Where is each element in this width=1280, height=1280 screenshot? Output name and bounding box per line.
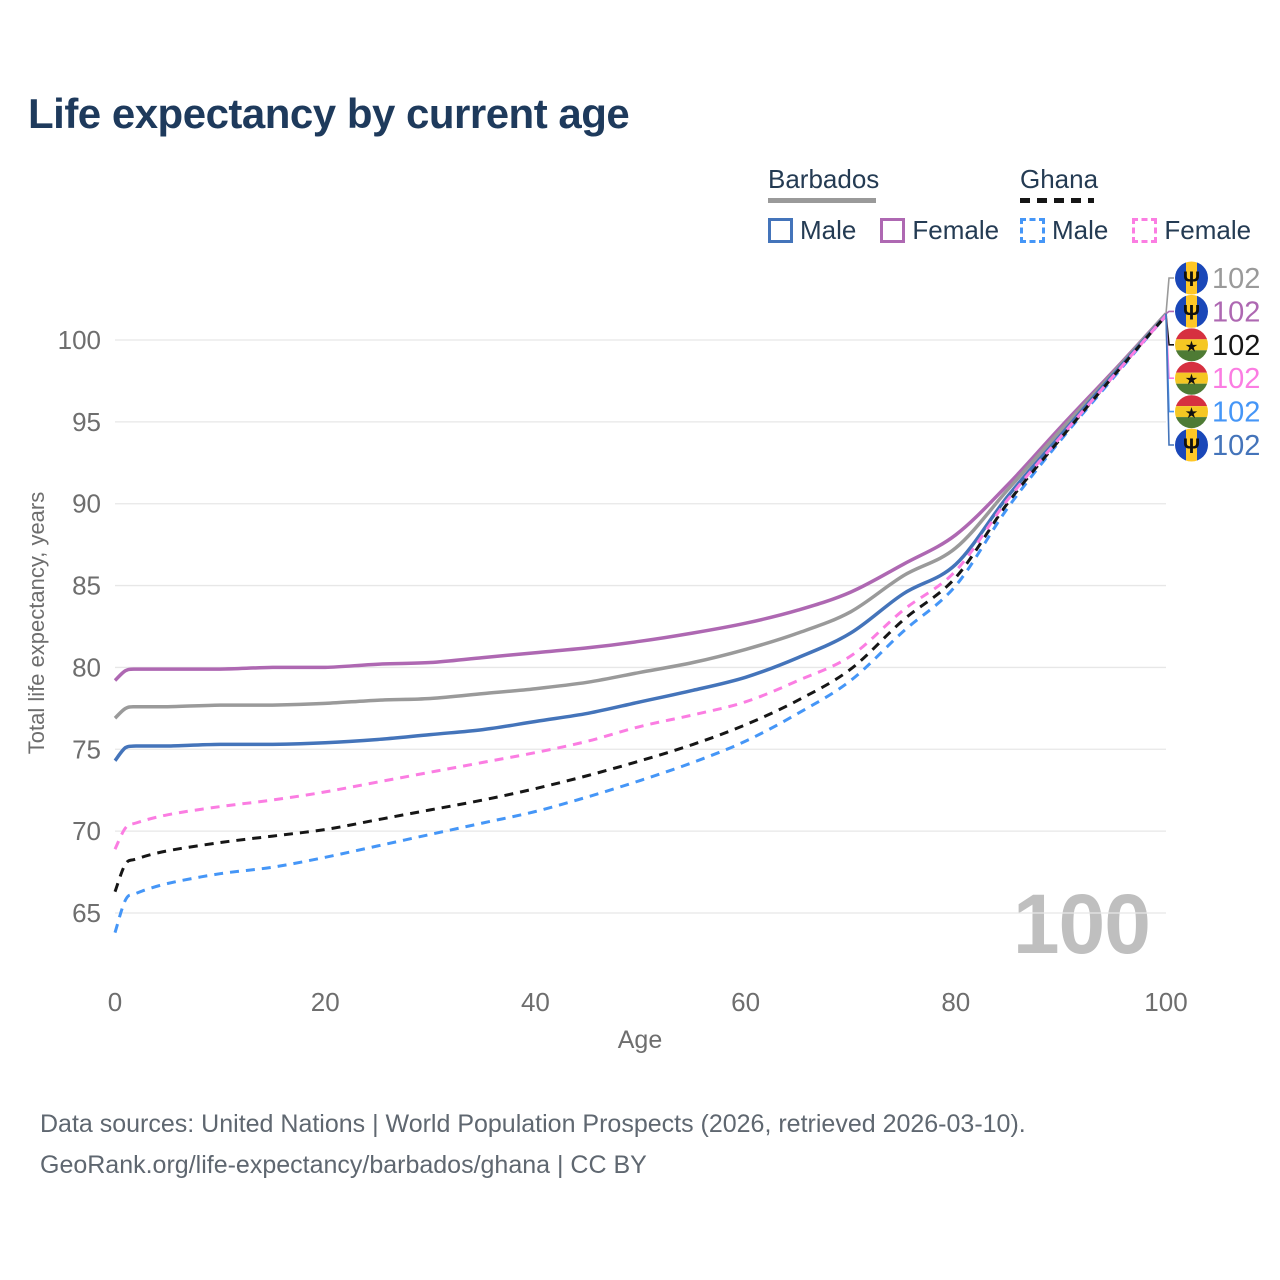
legend-item-barbados-male[interactable]: Male <box>768 215 856 246</box>
svg-text:★: ★ <box>1185 405 1198 422</box>
x-tick-label-100: 100 <box>1144 987 1187 1017</box>
legend-group-barbados-name[interactable]: Barbados <box>768 164 880 194</box>
svg-text:★: ★ <box>1185 338 1198 355</box>
x-tick-label-40: 40 <box>521 987 550 1017</box>
footer-line-2: GeoRank.org/life-expectancy/barbados/gha… <box>40 1151 647 1179</box>
series-line-ghana-female[interactable] <box>113 314 1168 850</box>
leader-line-barbados-male <box>1165 313 1174 446</box>
legend-group-barbados: Barbados Male Female <box>768 164 999 246</box>
y-tick-label-95: 95 <box>72 407 101 437</box>
y-tick-label-100: 100 <box>58 325 101 355</box>
end-value-label-ghana-total: 102 <box>1212 330 1260 362</box>
end-value-label-barbados-total: 102 <box>1212 263 1260 295</box>
page-title: Life expectancy by current age <box>28 90 630 137</box>
leader-line-barbados-total <box>1165 277 1174 314</box>
y-tick-label-75: 75 <box>72 734 101 764</box>
age-watermark: 100 <box>1012 877 1151 971</box>
legend-underline-ghana <box>1020 198 1094 203</box>
source-footer: Data sources: United Nations | World Pop… <box>40 1104 1026 1186</box>
legend-swatch-ghana-male[interactable] <box>1020 218 1045 243</box>
ghana-flag-icon: ★ <box>1175 328 1208 362</box>
legend-swatch-barbados-female[interactable] <box>880 218 906 243</box>
barbados-flag-icon: Ψ <box>1175 294 1208 328</box>
y-tick-label-85: 85 <box>72 571 101 601</box>
y-tick-label-70: 70 <box>72 816 101 846</box>
end-value-label-barbados-female: 102 <box>1212 296 1260 328</box>
legend-item-barbados-female-label: Female <box>912 215 1000 245</box>
legend-group-ghana-name[interactable]: Ghana <box>1020 164 1099 194</box>
y-tick-label-90: 90 <box>72 489 101 519</box>
legend-item-ghana-female[interactable]: Female <box>1132 215 1251 246</box>
legend-item-barbados-female[interactable]: Female <box>880 215 999 246</box>
end-value-label-ghana-female: 102 <box>1212 363 1260 395</box>
svg-text:★: ★ <box>1185 372 1198 389</box>
svg-text:Ψ: Ψ <box>1183 435 1200 458</box>
barbados-flag-icon: Ψ <box>1175 428 1208 462</box>
legend-group-ghana: Ghana Male Female <box>1020 164 1251 246</box>
end-value-label-barbados-male: 102 <box>1212 430 1260 462</box>
x-tick-label-80: 80 <box>941 987 970 1017</box>
svg-text:Ψ: Ψ <box>1183 268 1200 291</box>
series-line-barbados-female[interactable] <box>113 312 1168 682</box>
barbados-flag-icon: Ψ <box>1175 261 1208 295</box>
end-value-label-ghana-male: 102 <box>1212 397 1260 429</box>
x-axis-title: Age <box>617 1026 663 1054</box>
x-tick-label-0: 0 <box>108 987 122 1017</box>
x-tick-label-60: 60 <box>731 987 760 1017</box>
legend-item-ghana-female-label: Female <box>1164 215 1252 245</box>
series-line-barbados-total[interactable] <box>113 312 1168 720</box>
leader-line-barbados-female <box>1165 310 1174 315</box>
ghana-flag-icon: ★ <box>1175 395 1208 429</box>
series-line-ghana-male[interactable] <box>113 314 1168 934</box>
y-tick-label-65: 65 <box>72 898 101 928</box>
x-tick-label-20: 20 <box>311 987 340 1017</box>
y-tick-label-80: 80 <box>72 652 101 682</box>
legend-swatch-barbados-male[interactable] <box>768 218 793 243</box>
legend-item-ghana-male-label: Male <box>1052 215 1109 245</box>
ghana-flag-icon: ★ <box>1175 361 1208 395</box>
legend-item-ghana-male[interactable]: Male <box>1020 215 1108 246</box>
legend-underline-barbados <box>768 198 876 203</box>
legend-swatch-ghana-female[interactable] <box>1132 218 1158 243</box>
legend-item-barbados-male-label: Male <box>800 215 857 245</box>
footer-line-1: Data sources: United Nations | World Pop… <box>40 1110 1026 1138</box>
series-line-barbados-male[interactable] <box>113 314 1168 762</box>
svg-text:Ψ: Ψ <box>1183 301 1200 324</box>
series-line-ghana-total[interactable] <box>113 314 1168 893</box>
